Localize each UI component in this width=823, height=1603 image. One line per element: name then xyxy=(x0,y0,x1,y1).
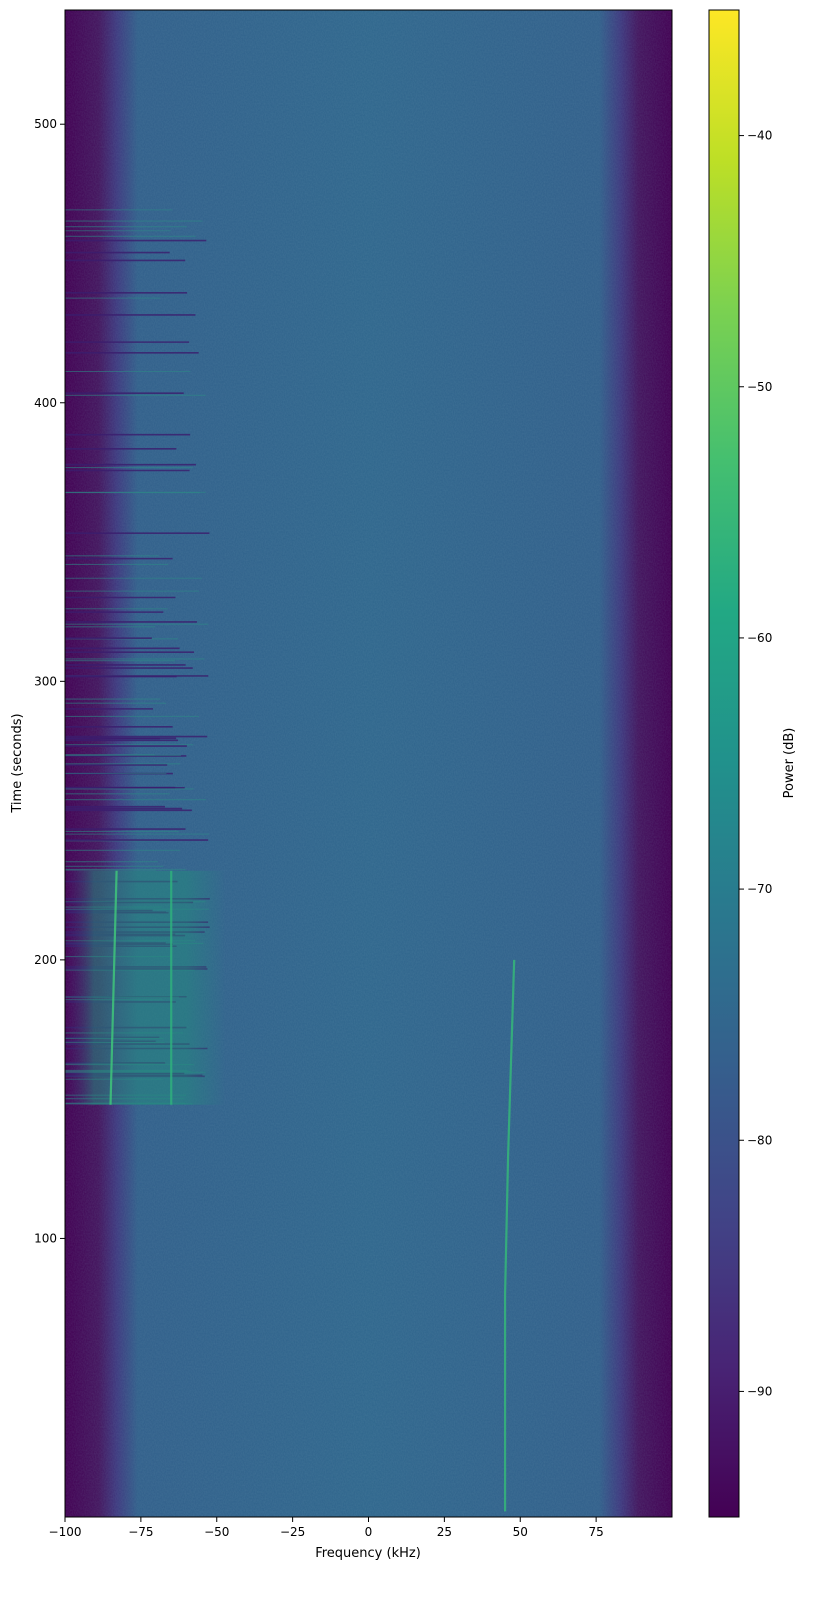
colorbar-tick-label: −90 xyxy=(747,1384,772,1398)
x-tick-label: 25 xyxy=(437,1525,452,1539)
x-tick-label: 0 xyxy=(365,1525,373,1539)
colorbar-tick-label: −60 xyxy=(747,631,772,645)
y-axis-label: Time (seconds) xyxy=(10,713,25,813)
x-tick-label: −50 xyxy=(204,1525,229,1539)
x-tick-label: −75 xyxy=(128,1525,153,1539)
colorbar xyxy=(708,9,740,1518)
plot-area xyxy=(65,10,672,1517)
colorbar-tick-label: −80 xyxy=(747,1133,772,1147)
x-tick-label: 75 xyxy=(588,1525,603,1539)
x-axis: −100 −75 −50 −25 0 25 50 75 xyxy=(49,1517,604,1539)
x-tick-label: −100 xyxy=(49,1525,82,1539)
y-tick-label: 200 xyxy=(34,953,57,967)
y-tick-label: 500 xyxy=(34,117,57,131)
colorbar-tick-label: −50 xyxy=(747,380,772,394)
carrier-line xyxy=(503,959,516,1512)
x-tick-label: −25 xyxy=(280,1525,305,1539)
y-tick-label: 100 xyxy=(34,1231,57,1245)
x-tick-label: 50 xyxy=(513,1525,528,1539)
colorbar-tick-label: −70 xyxy=(747,882,772,896)
y-tick-label: 300 xyxy=(34,674,57,688)
y-axis: 100 200 300 400 500 xyxy=(34,117,65,1245)
carrier-lines xyxy=(109,870,516,1512)
colorbar-tick-label: −40 xyxy=(747,129,772,143)
colorbar-axis: −90 −80 −70 −60 −50 −40 xyxy=(739,129,772,1398)
y-tick-label: 400 xyxy=(34,396,57,410)
carrier-line xyxy=(109,870,118,1105)
colorbar-label: Power (dB) xyxy=(782,728,797,799)
x-axis-label: Frequency (kHz) xyxy=(315,1546,421,1561)
burst-region xyxy=(65,870,226,1105)
